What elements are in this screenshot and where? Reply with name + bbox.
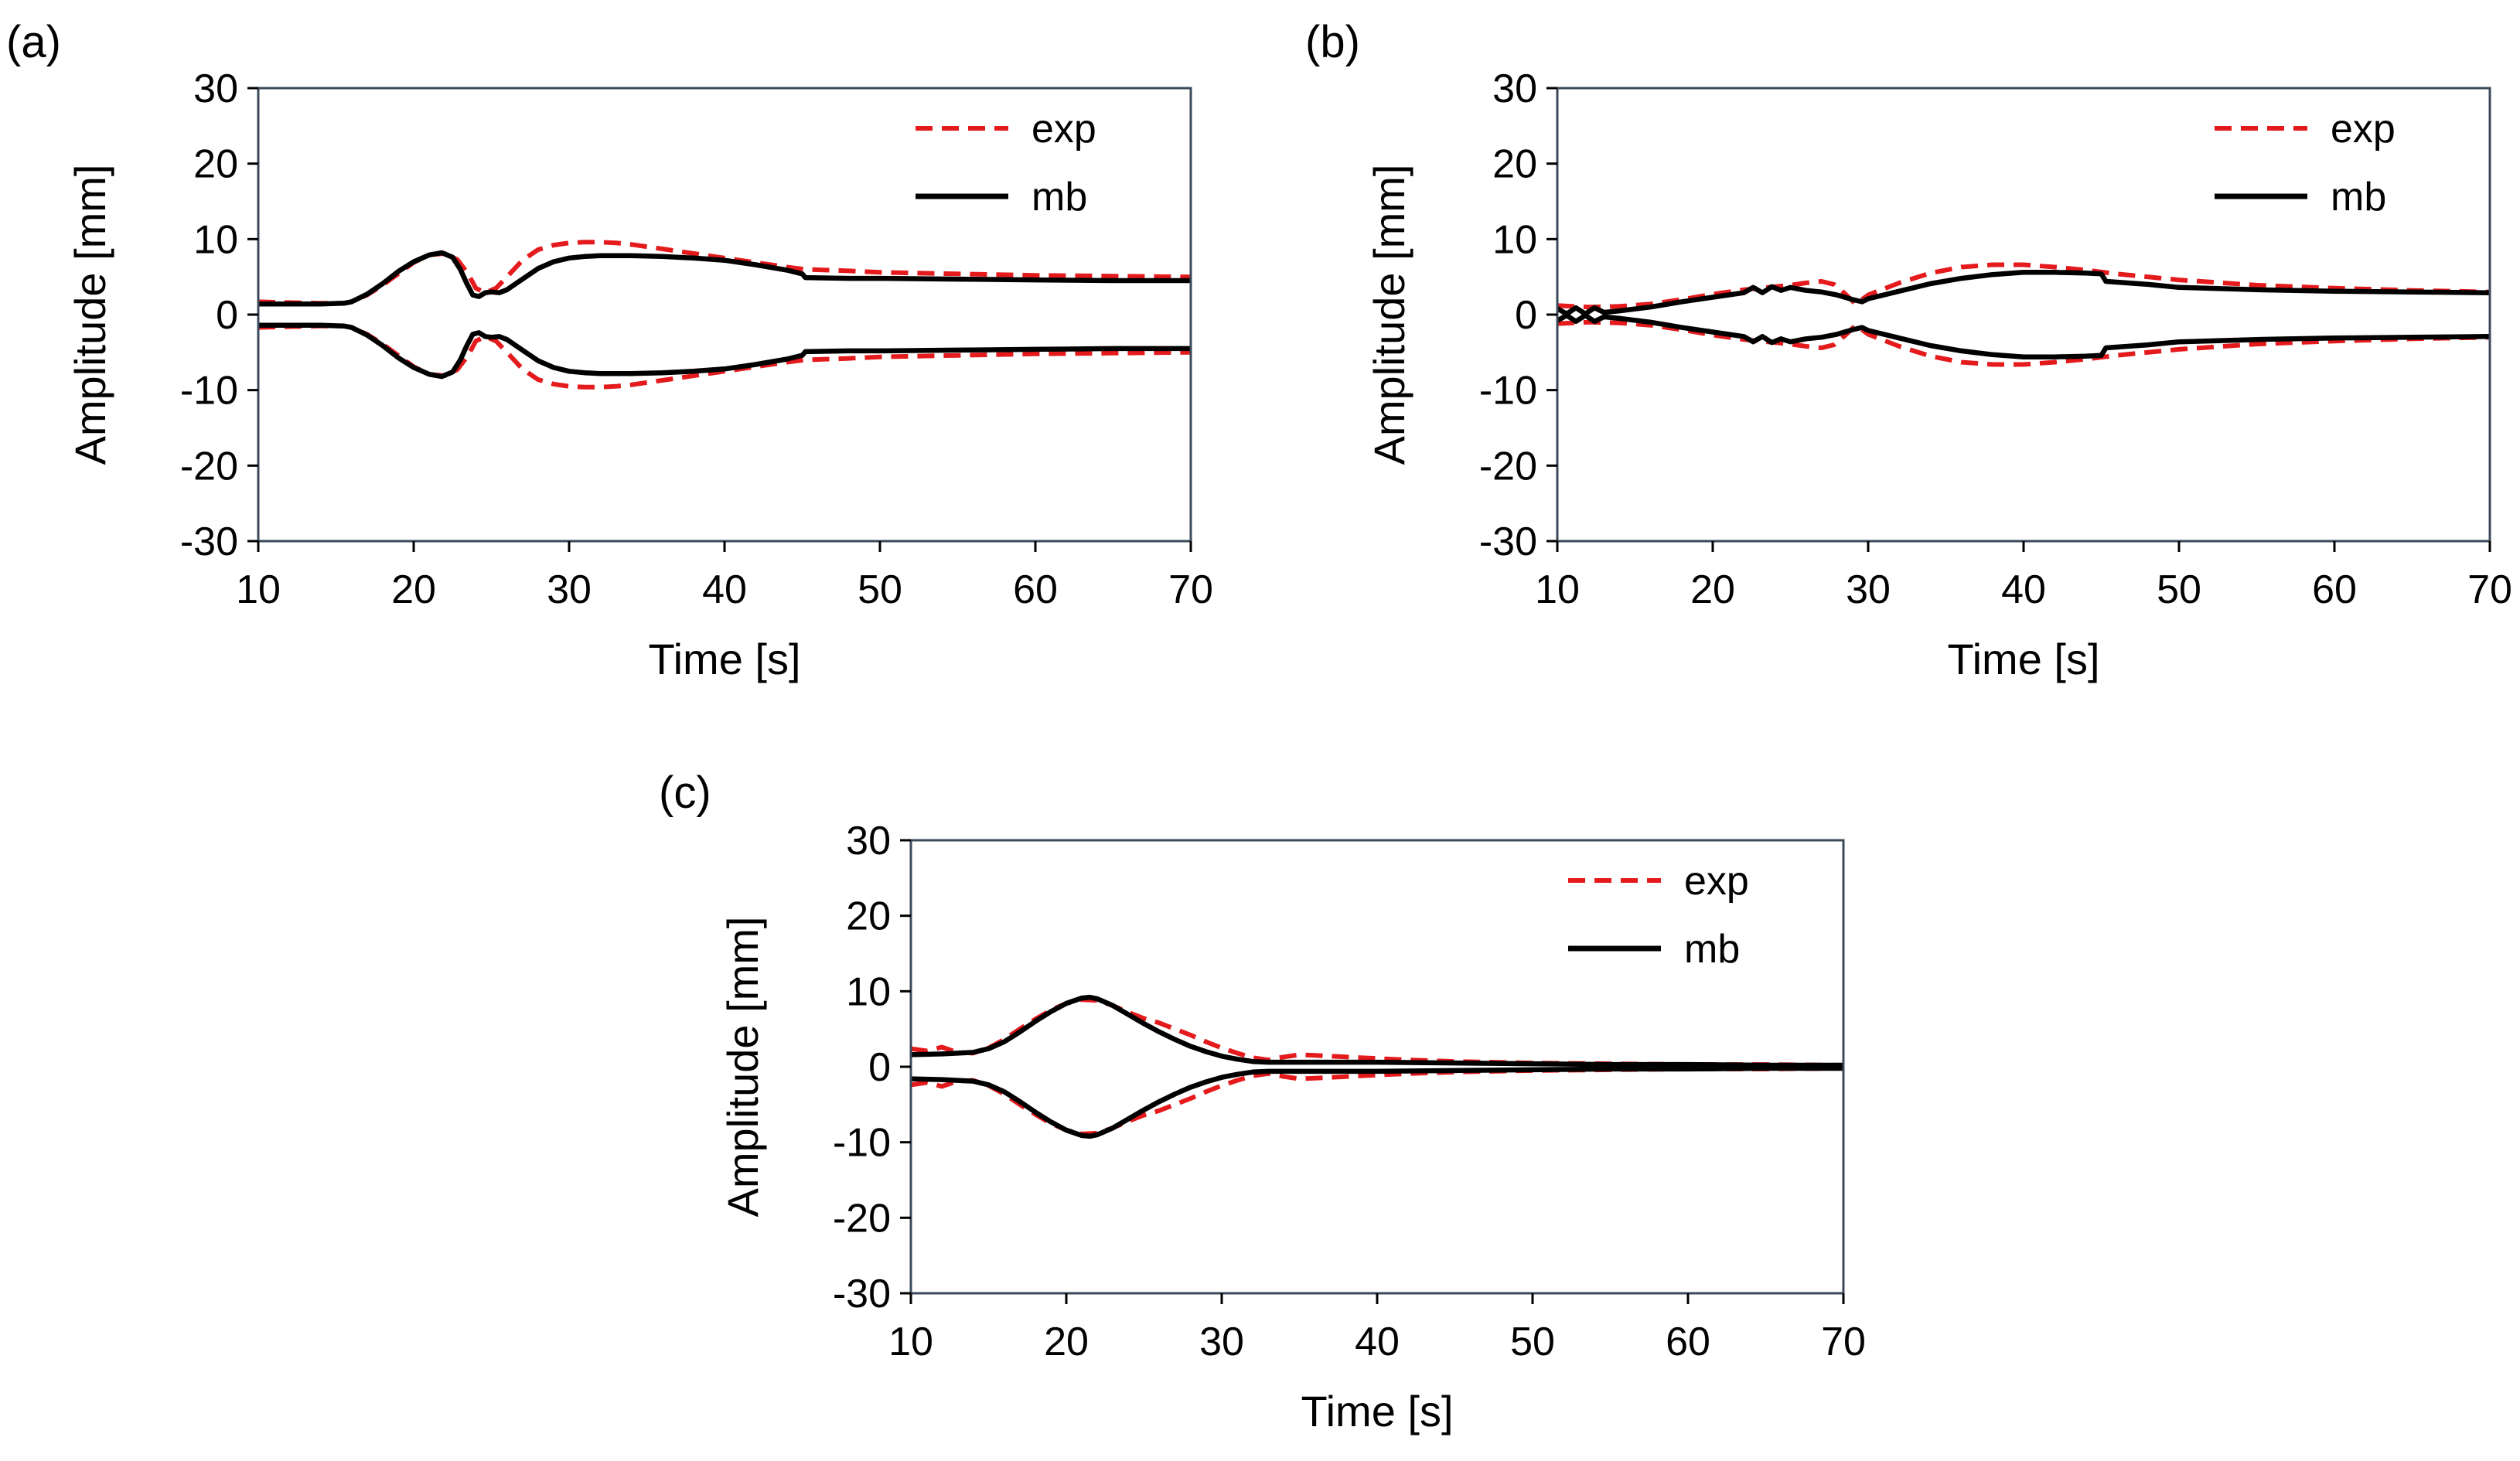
y-tick-label: 10	[1492, 217, 1537, 262]
y-tick-label: -20	[1479, 444, 1537, 489]
y-tick-label: 20	[1492, 142, 1537, 187]
x-tick-label: 60	[1013, 567, 1058, 612]
y-tick-label: 20	[846, 894, 891, 939]
panel-b: (b) -30 -20 -10 0 10 20 30 10 20 30 40 50 60 70 Time [s…	[1305, 17, 2512, 683]
series-exp-lower	[1557, 319, 2490, 367]
plot-frame	[257, 87, 1192, 543]
x-tick-label: 50	[858, 567, 902, 612]
y-tick-label: -10	[833, 1121, 891, 1166]
y-tick-label: -30	[833, 1272, 891, 1316]
y-tick-label: 10	[193, 217, 238, 262]
y-axis-label: Amplitude [mm]	[718, 917, 767, 1218]
x-tick-label: 60	[1666, 1320, 1710, 1364]
x-tick-label: 60	[2312, 567, 2357, 612]
x-tick-label: 20	[1044, 1320, 1089, 1364]
y-axis-label: Amplitude [mm]	[66, 165, 114, 465]
x-tick-label: 40	[2001, 567, 2046, 612]
legend-label-mb: mb	[1684, 927, 1740, 972]
y-tick-label: 0	[868, 1045, 891, 1090]
series-mb-lower	[258, 322, 1191, 380]
plot-area	[258, 240, 1191, 390]
y-tick-label: -30	[180, 519, 238, 564]
x-tick-label: 40	[702, 567, 747, 612]
panel-c: (c) -30 -20 -10 0 10 20 30 10 20 30 40 50 60 70 Time [s…	[659, 768, 1866, 1435]
x-tick-label: 10	[236, 567, 281, 612]
x-tick-label: 30	[547, 567, 592, 612]
legend-label-exp: exp	[1032, 107, 1096, 152]
y-tick-label: -10	[1479, 369, 1537, 414]
y-tick-label: 30	[846, 819, 891, 863]
x-tick-label: 50	[1510, 1320, 1555, 1364]
y-tick-label: 20	[193, 142, 238, 187]
series-mb-lower	[1557, 312, 2490, 359]
legend-label-exp: exp	[1684, 859, 1749, 904]
x-axis-label: Time [s]	[648, 635, 800, 683]
x-tick-label: 50	[2157, 567, 2201, 612]
x-tick-label: 20	[1690, 567, 1735, 612]
legend: exp mb	[916, 107, 1096, 220]
x-tick-label: 30	[1846, 567, 1891, 612]
x-tick-label: 10	[888, 1320, 933, 1364]
x-tick-label: 70	[1168, 567, 1213, 612]
x-tick-label: 10	[1535, 567, 1580, 612]
panel-label: (b)	[1305, 17, 1360, 67]
y-tick-label: -10	[180, 369, 238, 414]
panel-label: (c)	[659, 768, 711, 818]
y-tick-label: 30	[1492, 66, 1537, 111]
y-tick-label: 0	[1515, 293, 1537, 338]
legend-label-mb: mb	[2331, 175, 2386, 220]
plot-area	[911, 994, 1843, 1139]
x-tick-label: 70	[1821, 1320, 1866, 1364]
series-mb-lower	[911, 1065, 1843, 1139]
panel-a: (a) -30 -20 -10 0 10 20 30 10 20 30 40 50 60 70 Time [s…	[6, 17, 1213, 683]
legend-label-exp: exp	[2331, 107, 2396, 152]
series-mb-upper	[258, 250, 1191, 307]
plot-area	[1557, 262, 2490, 367]
x-axis-label: Time [s]	[1947, 635, 2099, 683]
legend: exp mb	[1568, 859, 1749, 972]
y-tick-label: -20	[833, 1196, 891, 1241]
y-tick-label: 0	[216, 293, 238, 338]
series-mb-upper	[911, 994, 1843, 1068]
y-tick-label: 10	[846, 969, 891, 1014]
y-tick-label: -20	[180, 444, 238, 489]
y-tick-label: 30	[193, 66, 238, 111]
x-tick-label: 30	[1199, 1320, 1244, 1364]
y-axis-label: Amplitude [mm]	[1365, 165, 1413, 465]
x-tick-label: 20	[391, 567, 436, 612]
plot-frame	[1556, 87, 2491, 543]
x-axis-label: Time [s]	[1301, 1387, 1453, 1435]
panel-label: (a)	[6, 17, 61, 67]
x-tick-label: 40	[1355, 1320, 1400, 1364]
series-mb-upper	[1557, 270, 2490, 317]
legend-label-mb: mb	[1032, 175, 1087, 220]
legend: exp mb	[2215, 107, 2396, 220]
y-tick-label: -30	[1479, 519, 1537, 564]
series-exp-upper	[1557, 262, 2490, 310]
x-tick-label: 70	[2467, 567, 2512, 612]
